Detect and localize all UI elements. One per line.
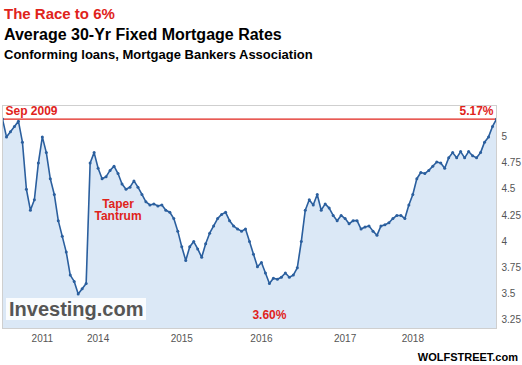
svg-text:3.75: 3.75 [502, 262, 522, 273]
svg-text:Sep 2009: Sep 2009 [6, 104, 58, 118]
svg-text:2018: 2018 [402, 333, 425, 344]
svg-text:4.75: 4.75 [502, 157, 522, 168]
svg-text:TaperTantrum: TaperTantrum [94, 197, 141, 223]
svg-text:2011: 2011 [32, 333, 54, 344]
html-text:The Race to 6%: The Race to 6% [4, 5, 115, 22]
svg-text:5.17%: 5.17% [459, 104, 493, 118]
svg-text:2015: 2015 [171, 333, 194, 344]
svg-text:4.25: 4.25 [502, 210, 522, 221]
svg-text:4.5: 4.5 [502, 183, 516, 194]
svg-text:5: 5 [502, 131, 508, 142]
svg-text:4: 4 [502, 236, 508, 247]
html-text:WOLFSTREET.com: WOLFSTREET.com [417, 351, 518, 363]
svg-text:3.5: 3.5 [502, 288, 516, 299]
svg-text:2017: 2017 [334, 333, 357, 344]
svg-text:3.60%: 3.60% [252, 308, 286, 322]
svg-text:3.25: 3.25 [502, 314, 522, 325]
svg-text:2014: 2014 [87, 333, 110, 344]
svg-text:2016: 2016 [250, 333, 273, 344]
html-text:Investing.com: Investing.com [9, 298, 144, 320]
html-text:Average 30-Yr Fixed Mortgage R: Average 30-Yr Fixed Mortgage Rates [4, 26, 282, 43]
html-text:Conforming loans, Mortgage Ban: Conforming loans, Mortgage Bankers Assoc… [4, 47, 313, 62]
